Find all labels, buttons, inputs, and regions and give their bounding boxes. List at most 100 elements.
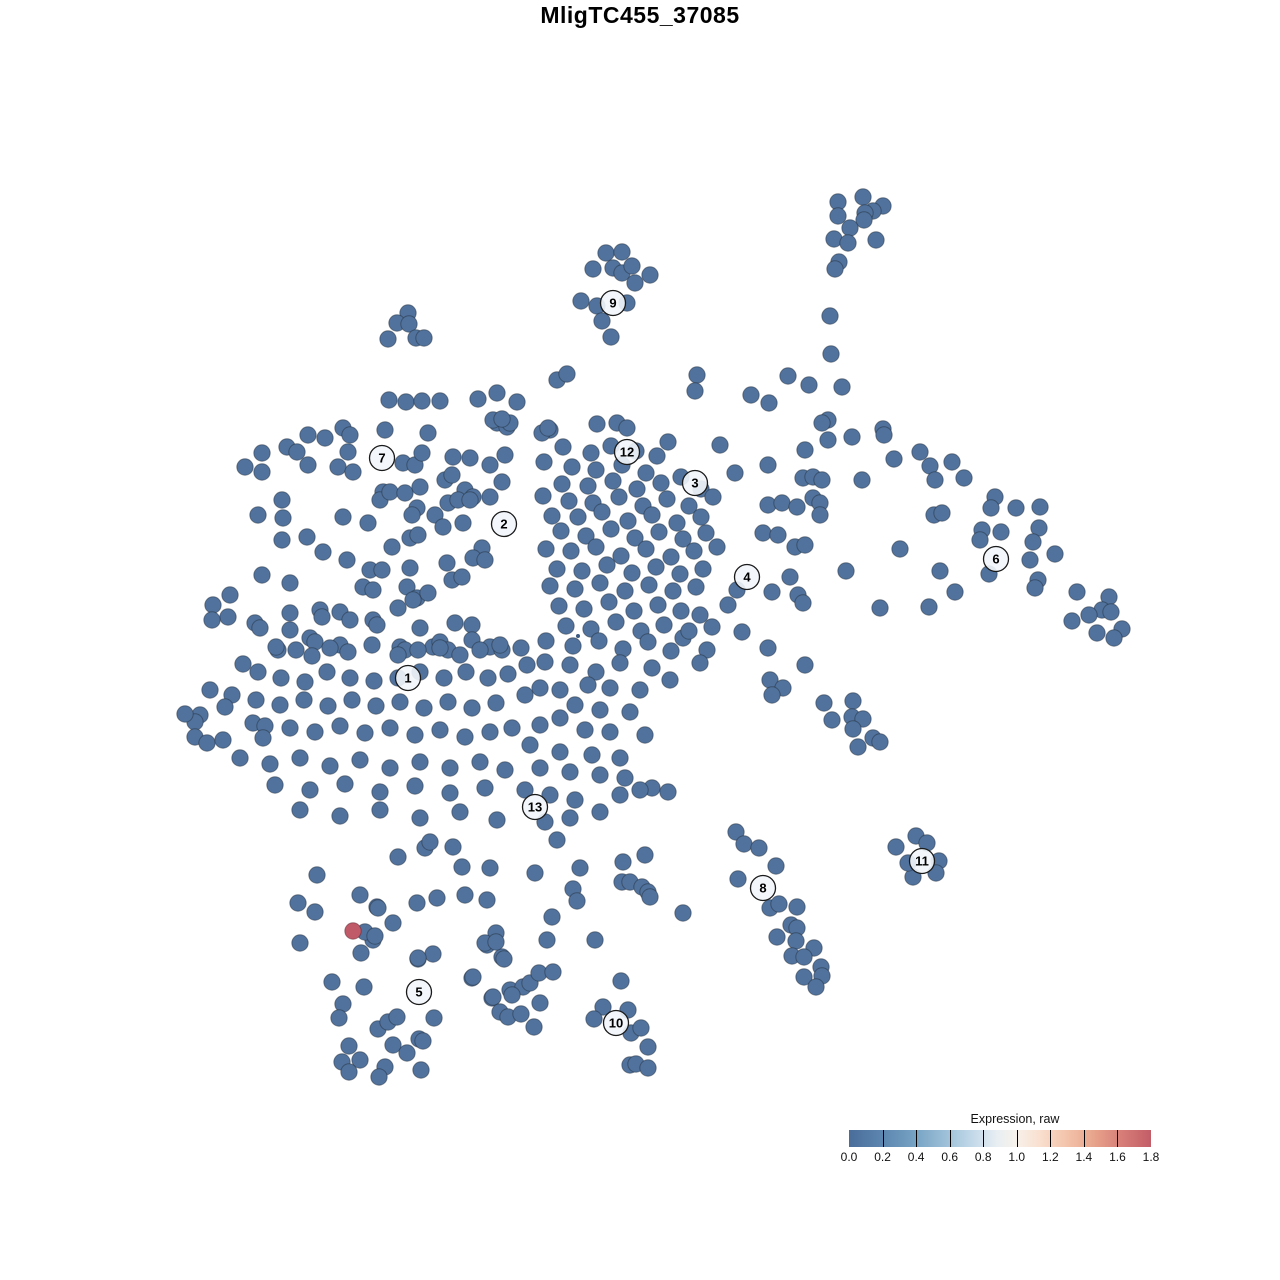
data-point: [488, 384, 506, 402]
data-point: [587, 461, 605, 479]
data-point: [536, 653, 554, 671]
data-point: [614, 853, 632, 871]
data-point: [308, 866, 326, 884]
data-point: [340, 1037, 358, 1055]
data-point: [613, 243, 631, 261]
data-point: [687, 578, 705, 596]
data-point: [844, 692, 862, 710]
data-point: [614, 640, 632, 658]
data-point: [553, 475, 571, 493]
data-point: [249, 663, 267, 681]
data-point: [611, 786, 629, 804]
data-point: [911, 443, 929, 461]
data-point: [389, 646, 407, 664]
data-point: [487, 933, 505, 951]
data-point: [453, 858, 471, 876]
data-point: [548, 831, 566, 849]
data-point: [821, 307, 839, 325]
cluster-label-circle: [521, 793, 549, 821]
data-point: [623, 257, 641, 275]
data-point: [573, 562, 591, 580]
data-point: [363, 636, 381, 654]
data-point: [1105, 629, 1123, 647]
data-point: [323, 973, 341, 991]
data-point: [637, 540, 655, 558]
data-point: [364, 581, 382, 599]
cluster-label-circle: [405, 978, 433, 1006]
data-point: [291, 934, 309, 952]
data-point: [586, 931, 604, 949]
colorbar-tick-label: 1.8: [1142, 1150, 1160, 1164]
data-point: [537, 540, 555, 558]
data-point: [781, 568, 799, 586]
cluster-label-circle: [908, 847, 936, 875]
data-point: [833, 378, 851, 396]
data-point: [591, 574, 609, 592]
data-point: [531, 679, 549, 697]
data-point: [566, 791, 584, 809]
data-point: [391, 693, 409, 711]
data-point: [368, 616, 386, 634]
data-point: [668, 514, 686, 532]
data-point: [643, 506, 661, 524]
data-point: [479, 669, 497, 687]
data-point: [867, 231, 885, 249]
data-point: [1024, 533, 1042, 551]
data-point: [381, 719, 399, 737]
data-point: [397, 393, 415, 411]
data-point: [384, 1036, 402, 1054]
data-point: [943, 453, 961, 471]
data-point: [584, 260, 602, 278]
data-point: [415, 699, 433, 717]
data-point: [344, 463, 362, 481]
data-point: [585, 1010, 603, 1028]
data-point: [340, 1063, 358, 1081]
data-point: [421, 833, 439, 851]
data-point: [691, 606, 709, 624]
data-point: [829, 207, 847, 225]
data-point: [631, 781, 649, 799]
data-point: [602, 328, 620, 346]
data-point: [920, 598, 938, 616]
data-point: [694, 560, 712, 578]
plot-title: MligTC455_37085: [540, 2, 740, 28]
colorbar-tick-label: 1.4: [1075, 1150, 1093, 1164]
data-point: [601, 723, 619, 741]
cluster-label-circle: [733, 563, 761, 591]
data-point: [469, 390, 487, 408]
data-point: [389, 599, 407, 617]
data-point: [579, 676, 597, 694]
data-point: [306, 633, 324, 651]
data-point: [414, 1032, 432, 1050]
data-point: [314, 543, 332, 561]
data-point: [1046, 545, 1064, 563]
data-point: [295, 691, 313, 709]
colorbar-tick-label: 0.8: [974, 1150, 992, 1164]
data-point: [727, 823, 745, 841]
data-point: [796, 441, 814, 459]
cluster-label: 12: [620, 445, 634, 460]
data-point: [370, 1068, 388, 1086]
data-point: [604, 472, 622, 490]
data-point: [388, 1008, 406, 1026]
data-point: [381, 483, 399, 501]
data-point: [219, 608, 237, 626]
data-point: [811, 506, 829, 524]
data-point: [336, 775, 354, 793]
data-point: [371, 801, 389, 819]
data-point: [590, 632, 608, 650]
data-point: [321, 757, 339, 775]
data-point: [636, 726, 654, 744]
data-point: [389, 848, 407, 866]
data-point: [703, 618, 721, 636]
data-point: [371, 783, 389, 801]
data-point: [356, 724, 374, 742]
data-point: [538, 931, 556, 949]
data-point: [338, 551, 356, 569]
data-point: [839, 234, 857, 252]
data-point: [526, 864, 544, 882]
data-point: [214, 731, 232, 749]
data-point: [561, 656, 579, 674]
data-point: [384, 914, 402, 932]
